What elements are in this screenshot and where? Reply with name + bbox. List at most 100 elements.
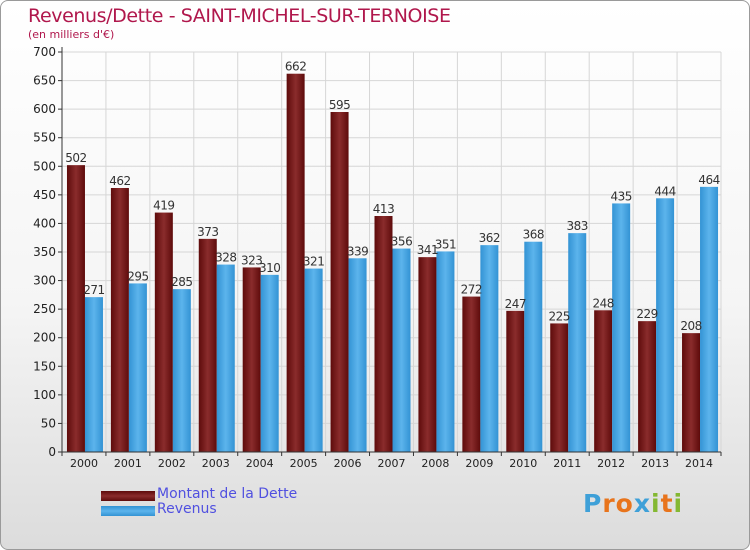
logo-letter: o	[615, 489, 634, 518]
data-label: 272	[461, 283, 482, 297]
y-tick-label: 250	[33, 302, 56, 316]
y-tick-label: 100	[33, 388, 56, 402]
x-tick-label: 2000	[70, 457, 98, 470]
chart-title: Revenus/Dette - SAINT-MICHEL-SUR-TERNOIS…	[28, 5, 451, 27]
bar-dette	[462, 296, 481, 452]
y-tick-label: 450	[33, 188, 56, 202]
x-tick-label: 2014	[685, 457, 713, 470]
y-tick-label: 0	[48, 445, 56, 459]
data-label: 248	[592, 296, 613, 310]
data-label: 341	[417, 243, 438, 257]
legend-swatch-revenus	[101, 506, 155, 516]
proxiti-logo: Proxiti	[583, 489, 683, 518]
bar-dette	[242, 267, 261, 452]
data-label: 285	[171, 275, 192, 289]
x-tick-label: 2007	[378, 457, 406, 470]
data-label: 328	[215, 251, 236, 265]
bar-revenus	[436, 251, 455, 452]
bar-revenus	[612, 203, 631, 452]
bar-revenus	[304, 268, 323, 452]
y-tick-label: 350	[33, 245, 56, 259]
y-tick-label: 150	[33, 359, 56, 373]
x-tick-label: 2013	[641, 457, 669, 470]
bar-dette	[154, 212, 173, 452]
bar-dette	[286, 73, 305, 452]
x-tick-label: 2004	[246, 457, 274, 470]
x-tick-label: 2003	[202, 457, 230, 470]
data-label: 368	[523, 228, 544, 242]
chart-subtitle: (en milliers d'€)	[28, 28, 115, 41]
bar-dette	[66, 165, 85, 452]
y-tick-label: 50	[41, 416, 56, 430]
bar-revenus	[392, 248, 411, 452]
bar-dette	[506, 310, 525, 452]
x-tick-label: 2006	[334, 457, 362, 470]
legend-swatch-dette	[101, 491, 155, 501]
data-label: 435	[610, 189, 631, 203]
y-tick-label: 500	[33, 159, 56, 173]
axis-layer: 0 50 100 150 200 250 300 350 400 450 500 550 600 650 7…	[33, 45, 722, 470]
data-label: 662	[285, 60, 306, 74]
x-tick-label: 2005	[290, 457, 318, 470]
logo-letter: i	[673, 489, 684, 518]
bars-layer	[66, 73, 719, 452]
bar-revenus	[524, 241, 543, 452]
x-tick-label: 2012	[597, 457, 625, 470]
data-label: 339	[347, 244, 368, 258]
bar-dette	[594, 310, 613, 452]
bar-revenus	[216, 264, 235, 452]
bar-revenus	[700, 186, 719, 452]
bar-dette	[418, 257, 437, 452]
logo-letter: t	[660, 489, 674, 518]
bar-revenus	[568, 233, 587, 452]
data-label: 362	[479, 231, 500, 245]
y-tick-label: 600	[33, 102, 56, 116]
data-label: 356	[391, 235, 412, 249]
x-tick-label: 2008	[421, 457, 449, 470]
x-tick-label: 2010	[509, 457, 537, 470]
data-label: 229	[636, 307, 657, 321]
data-label: 271	[83, 283, 104, 297]
data-label: 225	[549, 309, 570, 323]
bar-revenus	[84, 297, 103, 452]
x-tick-label: 2011	[553, 457, 581, 470]
x-tick-label: 2002	[158, 457, 186, 470]
data-label: 247	[505, 297, 526, 311]
data-label: 595	[329, 98, 350, 112]
legend-label-dette: Montant de la Dette	[157, 486, 298, 502]
logo-letter: P	[583, 489, 603, 518]
bar-revenus	[172, 289, 191, 452]
bar-revenus	[656, 198, 675, 452]
data-label: 444	[654, 184, 675, 198]
data-label: 295	[127, 269, 148, 283]
y-tick-label: 550	[33, 131, 56, 145]
y-tick-label: 700	[33, 45, 56, 59]
bar-dette	[110, 188, 129, 452]
data-label: 419	[153, 199, 174, 213]
y-tick-label: 650	[33, 74, 56, 88]
data-label: 351	[435, 237, 456, 251]
bar-dette	[374, 216, 393, 452]
logo-letter: r	[602, 489, 616, 518]
data-label: 464	[698, 173, 719, 187]
bar-revenus	[260, 274, 279, 452]
data-label: 208	[680, 319, 701, 333]
bar-revenus	[128, 283, 147, 452]
bar-dette	[330, 112, 349, 452]
data-label: 323	[241, 253, 262, 267]
data-label: 310	[259, 261, 280, 275]
data-label: 413	[373, 202, 394, 216]
bar-dette	[550, 323, 569, 452]
data-label: 373	[197, 225, 218, 239]
y-tick-label: 200	[33, 331, 56, 345]
bar-revenus	[348, 258, 367, 452]
x-tick-label: 2009	[465, 457, 493, 470]
legend-label-revenus: Revenus	[157, 501, 217, 517]
bar-dette	[682, 333, 701, 452]
bar-revenus	[480, 245, 499, 452]
data-label: 321	[303, 255, 324, 269]
bar-dette	[638, 321, 657, 452]
